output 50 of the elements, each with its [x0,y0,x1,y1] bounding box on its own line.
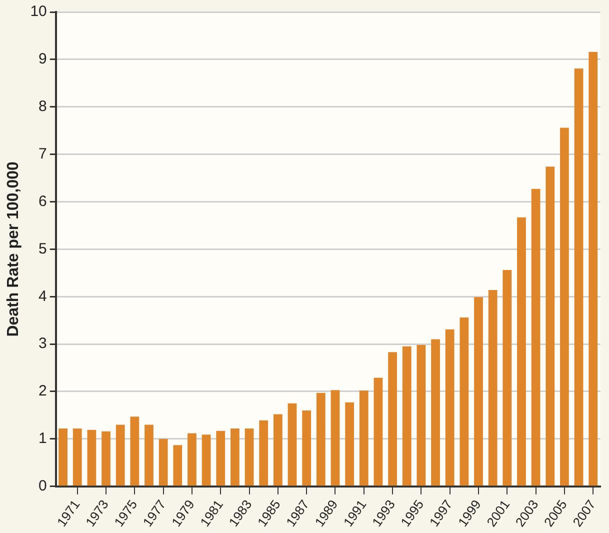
bar [302,410,312,486]
y-tick-label: 6 [38,192,47,210]
y-tick-label: 0 [38,478,47,495]
bar [274,414,282,486]
bar [588,52,598,486]
bar [216,430,226,486]
y-tick-label: 3 [38,335,47,352]
bar [102,431,110,486]
bar [460,317,469,486]
y-tick-label: 1 [38,430,47,448]
bar [502,270,512,486]
bar [188,433,196,486]
y-tick-label: 10 [30,3,47,20]
bar [517,217,526,486]
bar [445,329,454,486]
bar [202,434,211,486]
bar [402,346,412,486]
y-axis-title: Death Rate per 100,000 [5,161,22,337]
bar [144,424,154,486]
bar [531,188,540,486]
y-tick-label: 9 [38,50,47,68]
bar [230,428,240,486]
bar [474,297,483,486]
y-tick-label: 7 [38,145,47,162]
bar [560,128,569,486]
bar [431,339,440,486]
bar [416,345,426,486]
bar [574,68,584,486]
bar [388,352,397,486]
bar [158,438,168,486]
bar [259,420,268,486]
bar [374,378,383,486]
bar [546,166,555,486]
y-tick-label: 8 [38,98,47,116]
bar [130,416,140,486]
y-tick-label: 2 [38,382,47,400]
bar [345,402,354,486]
bar [58,428,68,486]
bar [244,428,254,486]
bar [316,392,326,486]
bar [116,424,125,486]
bar [359,390,368,486]
bar [87,430,96,486]
bar [288,403,297,486]
y-tick-label: 5 [38,240,47,258]
bar [72,428,82,486]
bar [173,445,182,486]
y-tick-label: 4 [38,288,47,305]
bar [330,390,340,486]
bar [488,290,498,486]
